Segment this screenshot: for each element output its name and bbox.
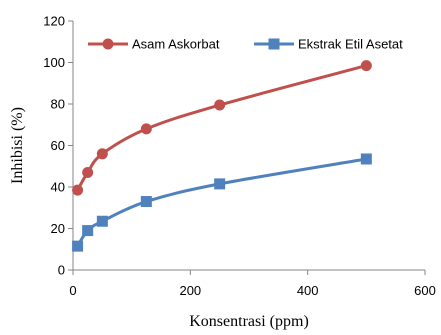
x-tick-label: 400: [297, 283, 319, 298]
y-tick-label: 100: [43, 55, 65, 70]
y-tick-label: 60: [51, 138, 65, 153]
y-tick-label: 40: [51, 180, 65, 195]
legend-swatch-marker: [268, 38, 280, 50]
y-tick-label: 20: [51, 221, 65, 236]
series-1: [72, 60, 372, 196]
series-line: [76, 64, 367, 191]
legend-label: Ekstrak Etil Asetat: [298, 37, 403, 52]
x-tick-label: 600: [414, 283, 436, 298]
series-2: [72, 153, 372, 252]
data-point: [214, 99, 226, 111]
data-point: [360, 60, 372, 72]
x-tick-label: 0: [69, 283, 76, 298]
axes: 0 20 40 60 80 100 120 0 200 400 600: [43, 14, 436, 299]
legend: Asam Askorbat Ekstrak Etil Asetat: [88, 37, 403, 52]
series-line: [76, 157, 367, 247]
data-point: [72, 240, 84, 252]
data-point: [214, 178, 226, 190]
data-point: [360, 153, 372, 165]
series-layer: [72, 60, 372, 252]
y-tick-label: 80: [51, 97, 65, 112]
data-point: [82, 225, 94, 237]
y-axis-title: Inhibisi (%): [9, 107, 26, 184]
data-point: [96, 148, 108, 160]
data-point: [72, 184, 84, 196]
y-tick-label: 0: [58, 263, 65, 278]
data-point: [140, 196, 152, 208]
data-point: [82, 166, 94, 178]
legend-label: Asam Askorbat: [132, 37, 220, 52]
data-point: [140, 123, 152, 135]
legend-item-2: Ekstrak Etil Asetat: [254, 37, 403, 52]
data-point: [96, 215, 108, 227]
legend-item-1: Asam Askorbat: [88, 37, 220, 52]
legend-swatch-marker: [102, 38, 114, 50]
x-axis-title: Konsentrasi (ppm): [189, 313, 309, 330]
x-tick-label: 200: [179, 283, 201, 298]
y-tick-label: 120: [43, 14, 65, 29]
